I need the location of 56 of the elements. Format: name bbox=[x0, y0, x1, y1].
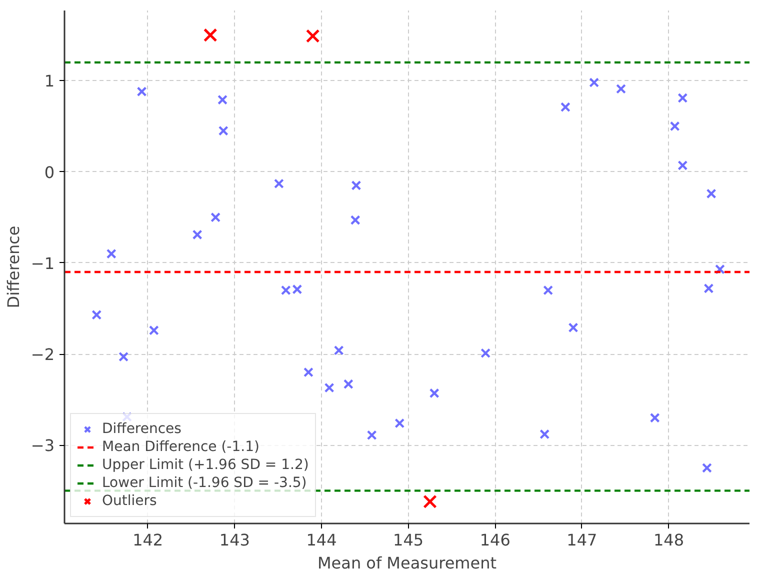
point bbox=[678, 160, 688, 170]
point bbox=[678, 92, 688, 103]
point bbox=[568, 322, 578, 333]
x-tick-label: 142 bbox=[132, 530, 164, 550]
y-tick-label: −2 bbox=[30, 345, 55, 364]
point bbox=[540, 429, 550, 440]
point bbox=[423, 494, 437, 509]
point bbox=[324, 382, 334, 393]
y-tick-label: 1 bbox=[44, 72, 55, 91]
y-tick-label: −3 bbox=[30, 436, 55, 456]
point bbox=[92, 310, 102, 320]
point bbox=[589, 77, 600, 88]
point bbox=[148, 325, 159, 336]
x-axis-title: Mean of Measurement bbox=[317, 554, 497, 572]
legend-label: Outliers bbox=[102, 492, 157, 510]
point bbox=[192, 230, 202, 240]
point bbox=[706, 188, 716, 199]
point bbox=[343, 379, 354, 390]
point bbox=[334, 345, 344, 356]
x-tick-label: 146 bbox=[480, 530, 510, 550]
point bbox=[714, 264, 725, 274]
x-tick-label: 145 bbox=[393, 530, 424, 550]
point bbox=[203, 28, 218, 42]
point bbox=[616, 84, 626, 94]
point bbox=[218, 94, 228, 105]
point bbox=[480, 348, 491, 358]
legend-label: Mean Difference (-1.1) bbox=[102, 438, 260, 456]
y-tick-label: 0 bbox=[44, 162, 55, 182]
point bbox=[350, 215, 360, 226]
y-axis-title: Difference bbox=[4, 226, 23, 308]
point bbox=[136, 86, 147, 97]
point bbox=[704, 283, 714, 294]
y-tick-label: −1 bbox=[30, 254, 55, 273]
point bbox=[210, 212, 221, 222]
point bbox=[303, 367, 314, 378]
point bbox=[274, 178, 284, 189]
point bbox=[560, 102, 570, 112]
x-tick-label: 144 bbox=[306, 530, 337, 550]
x-tick-label: 147 bbox=[566, 530, 598, 550]
legend-label: Differences bbox=[102, 420, 182, 438]
point bbox=[218, 126, 228, 136]
x-tick-label: 148 bbox=[653, 530, 684, 550]
point bbox=[351, 180, 362, 190]
point bbox=[670, 121, 680, 132]
x-tick-label: 143 bbox=[219, 530, 250, 550]
point bbox=[429, 388, 440, 398]
ref-line-label: Lower Limit (-1.96 SD = -3.5) bbox=[102, 474, 307, 492]
point bbox=[366, 430, 377, 440]
point bbox=[702, 462, 712, 473]
point bbox=[118, 352, 129, 362]
point bbox=[106, 248, 116, 259]
point bbox=[543, 285, 554, 296]
point bbox=[650, 412, 660, 423]
point bbox=[306, 29, 320, 43]
point bbox=[394, 418, 405, 428]
legend-label: Upper Limit (+1.96 SD = 1.2) bbox=[102, 456, 309, 474]
